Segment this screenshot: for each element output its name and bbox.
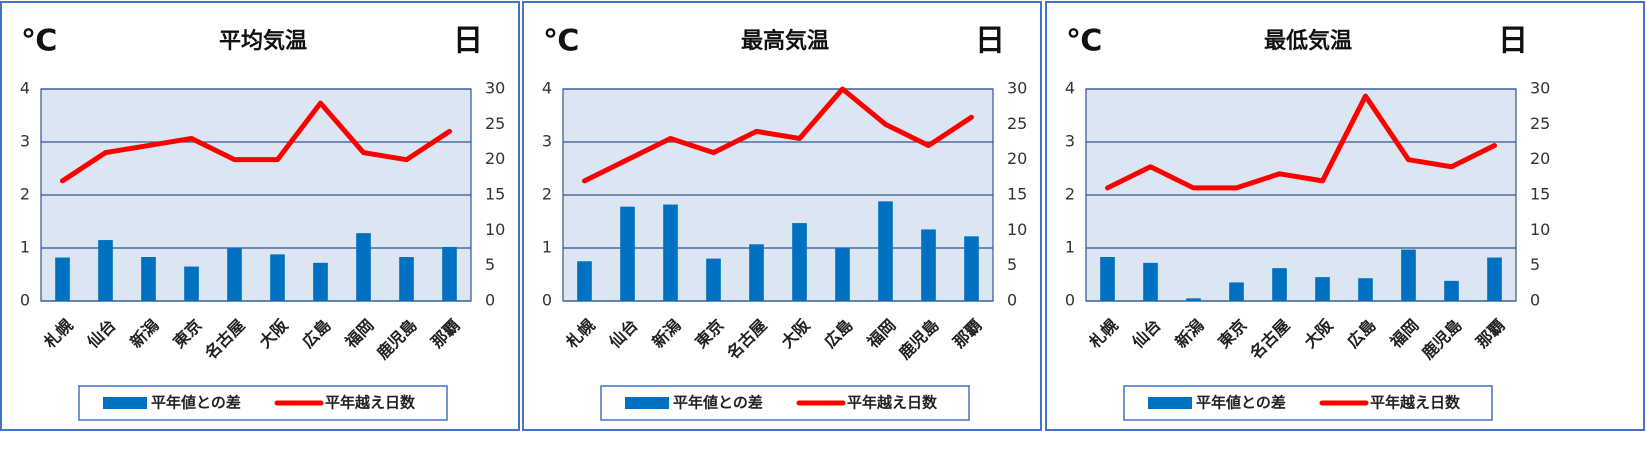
bar (1100, 257, 1115, 301)
legend-label: 平年値との差 (1196, 394, 1286, 412)
bar (356, 233, 371, 301)
legend-swatch (103, 397, 147, 409)
y2-tick-label: 30 (1530, 79, 1550, 98)
y2-unit: 日 (975, 24, 1005, 59)
bar (55, 257, 70, 301)
y2-tick-label: 0 (485, 291, 495, 310)
plot-border (1085, 88, 1517, 302)
bar (1186, 298, 1201, 301)
bar (835, 248, 850, 301)
legend-label: 平年越え日数 (325, 394, 416, 412)
y2-unit: 日 (1498, 24, 1528, 59)
bar (749, 244, 764, 301)
y-tick-label: 2 (1065, 185, 1075, 204)
legend-label: 平年越え日数 (847, 394, 938, 412)
y-tick-label: 4 (1065, 79, 1075, 98)
y2-tick-label: 15 (1007, 185, 1027, 204)
y2-tick-label: 10 (1007, 220, 1027, 239)
bar (270, 254, 285, 301)
line (1105, 93, 1497, 191)
bar (313, 262, 328, 301)
y-tick-label: 3 (1065, 132, 1075, 151)
y2-tick-label: 30 (485, 79, 505, 98)
y-tick-label: 2 (542, 185, 552, 204)
bar (792, 223, 807, 301)
legend-label: 平年越え日数 (1370, 394, 1461, 412)
y2-tick-label: 5 (1007, 255, 1017, 274)
y2-tick-label: 25 (1007, 114, 1027, 133)
legend-label: 平年値との差 (151, 394, 241, 412)
y2-tick-label: 30 (1007, 79, 1027, 98)
y-tick-label: 1 (1065, 238, 1075, 257)
bar (227, 248, 242, 301)
line (582, 86, 974, 184)
y2-tick-label: 15 (1530, 185, 1550, 204)
bar (98, 240, 113, 301)
bar (1272, 268, 1287, 301)
bar (620, 206, 635, 301)
y2-tick-label: 20 (1007, 149, 1027, 168)
y-tick-label: 0 (542, 291, 552, 310)
y2-unit: 日 (453, 24, 483, 59)
y2-tick-label: 5 (485, 255, 495, 274)
y2-tick-label: 5 (1530, 255, 1540, 274)
bar (921, 229, 936, 301)
bar (663, 204, 678, 301)
legend-label: 平年値との差 (673, 394, 763, 412)
plot-border (562, 88, 994, 302)
bar (706, 258, 721, 301)
bar (184, 266, 199, 301)
y-tick-label: 4 (542, 79, 552, 98)
y-unit: ℃ (543, 24, 579, 59)
y-tick-label: 3 (542, 132, 552, 151)
y-tick-label: 0 (20, 291, 30, 310)
y-unit: ℃ (21, 24, 57, 59)
bar (442, 246, 457, 301)
chart-title: 最高気温 (741, 28, 829, 54)
y2-tick-label: 25 (1530, 114, 1550, 133)
bar (1315, 277, 1330, 301)
y-tick-label: 4 (20, 79, 30, 98)
bar (1401, 249, 1416, 301)
bar (878, 201, 893, 301)
y-tick-label: 1 (542, 238, 552, 257)
legend-swatch (625, 397, 669, 409)
plot-border (40, 88, 472, 302)
chart-title: 最低気温 (1264, 28, 1352, 54)
y-tick-label: 0 (1065, 291, 1075, 310)
bar (964, 236, 979, 301)
legend-swatch (1148, 397, 1192, 409)
bar (1487, 257, 1502, 301)
bar (1143, 262, 1158, 301)
y2-tick-label: 15 (485, 185, 505, 204)
bar (577, 261, 592, 301)
y2-tick-label: 10 (1530, 220, 1550, 239)
y2-tick-label: 10 (485, 220, 505, 239)
y2-tick-label: 20 (485, 149, 505, 168)
bar (1358, 278, 1373, 301)
chart-title: 平均気温 (219, 28, 307, 54)
y2-tick-label: 25 (485, 114, 505, 133)
y2-tick-label: 20 (1530, 149, 1550, 168)
bar (399, 257, 414, 301)
y-unit: ℃ (1066, 24, 1102, 59)
line (60, 100, 452, 184)
bar (141, 257, 156, 301)
bar (1229, 282, 1244, 301)
y2-tick-label: 0 (1007, 291, 1017, 310)
y-tick-label: 3 (20, 132, 30, 151)
y-tick-label: 2 (20, 185, 30, 204)
y-tick-label: 1 (20, 238, 30, 257)
y2-tick-label: 0 (1530, 291, 1540, 310)
bar (1444, 280, 1459, 301)
